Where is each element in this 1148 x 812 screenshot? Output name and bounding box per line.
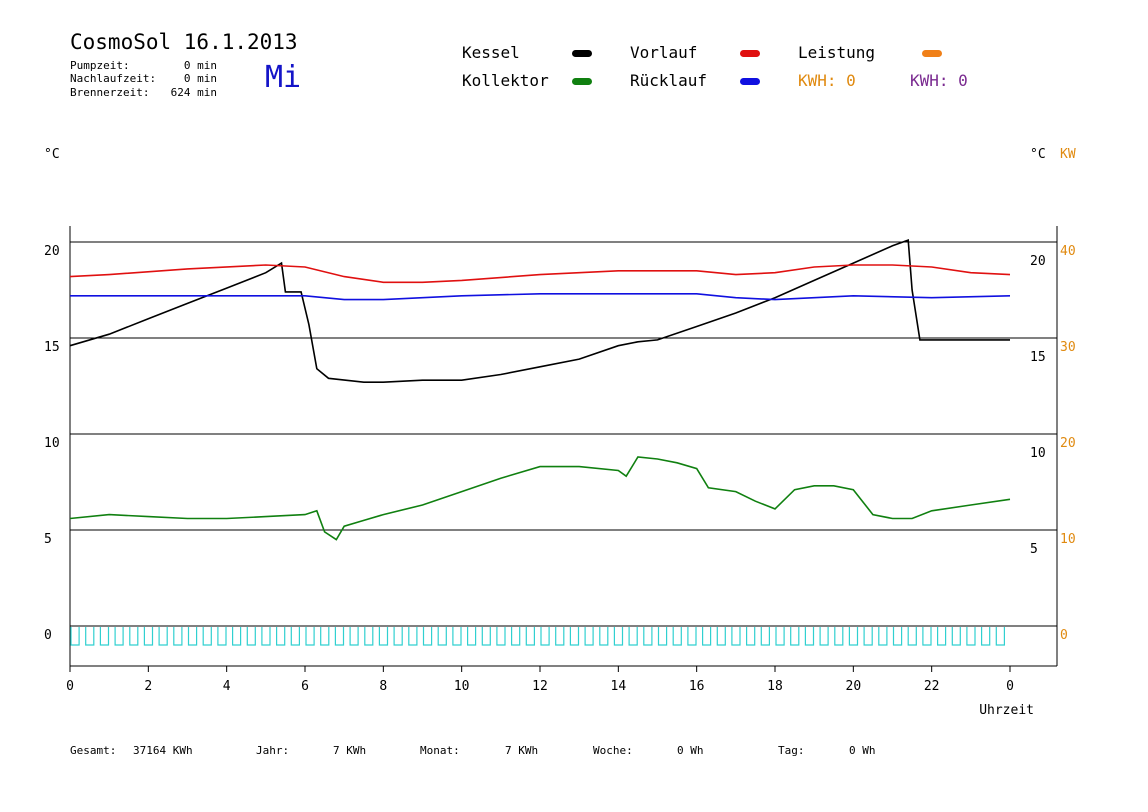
- legend-kwh-orange: KWH: 0: [798, 71, 856, 90]
- footer-monat-value: 7 KWh: [505, 744, 539, 757]
- y-left-tick-label: 5: [44, 532, 52, 547]
- right-axis-kw-unit: KW: [1060, 147, 1076, 162]
- x-tick-label: 4: [223, 679, 231, 694]
- y-left-tick-label: 0: [44, 628, 52, 643]
- footer-gesamt-label: Gesamt:: [70, 744, 117, 757]
- x-tick-label: 20: [846, 679, 862, 694]
- footer-woche-value: 0 Wh: [677, 744, 704, 757]
- legend-kollektor-swatch: [572, 78, 592, 85]
- x-axis-label: Uhrzeit: [979, 703, 1034, 718]
- legend-leistung-swatch: [922, 50, 942, 57]
- y-right-tick-label: 5: [1030, 542, 1038, 557]
- x-tick-label: 0: [1006, 679, 1014, 694]
- y-kw-tick-label: 20: [1060, 436, 1076, 451]
- footer-tag-label: Tag:: [778, 744, 805, 757]
- footer-jahr-label: Jahr:: [256, 744, 290, 757]
- y-kw-tick-label: 10: [1060, 532, 1076, 547]
- legend-ruecklauf: Rücklauf: [630, 71, 708, 90]
- legend-kollektor: Kollektor: [462, 71, 549, 90]
- x-tick-label: 22: [924, 679, 940, 694]
- legend-vorlauf-swatch: [740, 50, 760, 57]
- legend-vorlauf: Vorlauf: [630, 43, 698, 62]
- legend-ruecklauf-swatch: [740, 78, 760, 85]
- x-tick-label: 10: [454, 679, 470, 694]
- x-tick-label: 0: [66, 679, 74, 694]
- brennerzeit-label: Brennerzeit:: [70, 86, 150, 99]
- brennerzeit-value: 624 min: [170, 86, 217, 99]
- y-right-tick-label: 10: [1030, 446, 1046, 461]
- y-right-tick-label: 15: [1030, 350, 1046, 365]
- x-tick-label: 14: [611, 679, 627, 694]
- legend-kessel: Kessel: [462, 43, 520, 62]
- pumpzeit-value: 0 min: [183, 59, 217, 72]
- x-tick-label: 8: [379, 679, 387, 694]
- x-tick-label: 6: [301, 679, 309, 694]
- series-line-kessel: [69, 238, 1010, 383]
- x-tick-label: 2: [144, 679, 152, 694]
- y-kw-tick-label: 40: [1060, 244, 1076, 259]
- series-line-rcklauf: [70, 293, 1011, 301]
- weekday-label: Mi: [265, 60, 302, 95]
- left-axis-unit: °C: [44, 147, 60, 162]
- x-tick-label: 12: [532, 679, 548, 694]
- series-line-kollektor: [69, 456, 1011, 541]
- footer-monat-label: Monat:: [420, 744, 460, 757]
- footer-gesamt-value: 37164 KWh: [133, 744, 193, 757]
- pump-cycle-pulses: [70, 627, 1005, 646]
- y-right-tick-label: 20: [1030, 254, 1046, 269]
- nachlaufzeit-label: Nachlaufzeit:: [70, 72, 157, 85]
- y-left-tick-label: 20: [44, 244, 60, 259]
- x-tick-label: 18: [767, 679, 783, 694]
- y-kw-tick-label: 0: [1060, 628, 1068, 643]
- legend-kessel-swatch: [572, 50, 592, 57]
- series-line-vorlauf: [69, 264, 1011, 284]
- y-kw-tick-label: 30: [1060, 340, 1076, 355]
- x-tick-label: 16: [689, 679, 705, 694]
- right-axis-unit: °C: [1030, 147, 1046, 162]
- y-left-tick-label: 15: [44, 340, 60, 355]
- legend-leistung: Leistung: [798, 43, 876, 62]
- legend-kwh-purple: KWH: 0: [910, 71, 968, 90]
- footer-woche-label: Woche:: [593, 744, 633, 757]
- pumpzeit-label: Pumpzeit:: [70, 59, 130, 72]
- y-left-tick-label: 10: [44, 436, 60, 451]
- footer-tag-value: 0 Wh: [849, 744, 876, 757]
- chart-title: CosmoSol 16.1.2013: [70, 30, 298, 54]
- nachlaufzeit-value: 0 min: [183, 72, 217, 85]
- footer-jahr-value: 7 KWh: [333, 744, 367, 757]
